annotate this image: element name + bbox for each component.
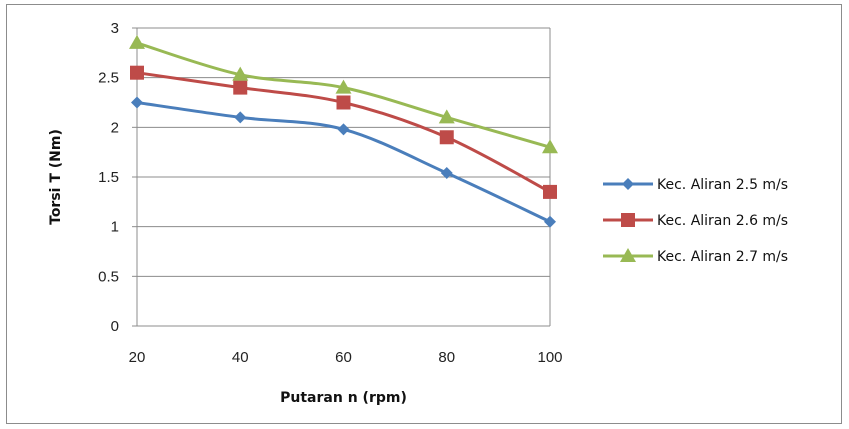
data-point <box>544 215 556 228</box>
y-tick-label: 1 <box>111 219 119 236</box>
series-layer <box>129 34 558 228</box>
y-tick-label: 1.5 <box>98 169 119 186</box>
data-point <box>129 34 145 49</box>
x-tick-label: 20 <box>129 349 146 366</box>
legend: Kec. Aliran 2.5 m/s Kec. Aliran 2.6 m/s Ke… <box>603 177 788 265</box>
legend-item: Kec. Aliran 2.6 m/s <box>603 213 788 229</box>
legend-label: Kec. Aliran 2.6 m/s <box>657 213 788 229</box>
x-tick-label: 40 <box>232 349 249 366</box>
legend-marker <box>621 213 635 227</box>
series-3 <box>129 34 558 154</box>
data-point <box>439 130 454 145</box>
legend-label: Kec. Aliran 2.5 m/s <box>657 177 788 193</box>
data-point <box>131 96 143 109</box>
y-tick-label: 0.5 <box>98 268 119 285</box>
y-tick-label: 3 <box>111 20 119 37</box>
data-point <box>542 139 558 154</box>
x-tick-labels: 20 40 60 80 100 <box>129 349 563 366</box>
gridlines <box>137 27 551 326</box>
legend-item: Kec. Aliran 2.5 m/s <box>603 177 788 193</box>
legend-marker <box>620 248 636 262</box>
data-point <box>336 95 351 110</box>
legend-item: Kec. Aliran 2.7 m/s <box>603 248 788 265</box>
data-point <box>337 123 350 136</box>
y-tick-labels: 0 0.5 1 1.5 2 2.5 3 <box>98 20 137 335</box>
data-point <box>233 80 248 95</box>
data-point <box>440 167 453 180</box>
data-point <box>438 109 455 124</box>
series-line <box>136 101 551 224</box>
series-2 <box>130 65 557 199</box>
y-axis-title: Torsi T (Nm) <box>48 129 64 225</box>
data-point <box>234 111 247 124</box>
y-tick-label: 2 <box>111 119 119 136</box>
legend-marker <box>622 178 634 190</box>
x-axis-title: Putaran n (rpm) <box>280 390 407 406</box>
data-point <box>543 184 557 199</box>
y-tick-label: 0 <box>111 318 119 335</box>
x-tick-label: 80 <box>438 349 455 366</box>
legend-label: Kec. Aliran 2.7 m/s <box>657 249 788 265</box>
data-point <box>335 79 352 94</box>
x-tick-label: 100 <box>537 349 562 366</box>
data-point <box>130 65 144 80</box>
y-tick-label: 2.5 <box>98 70 119 87</box>
data-point <box>232 66 249 81</box>
series-1 <box>131 96 556 228</box>
x-tick-label: 60 <box>335 349 352 366</box>
